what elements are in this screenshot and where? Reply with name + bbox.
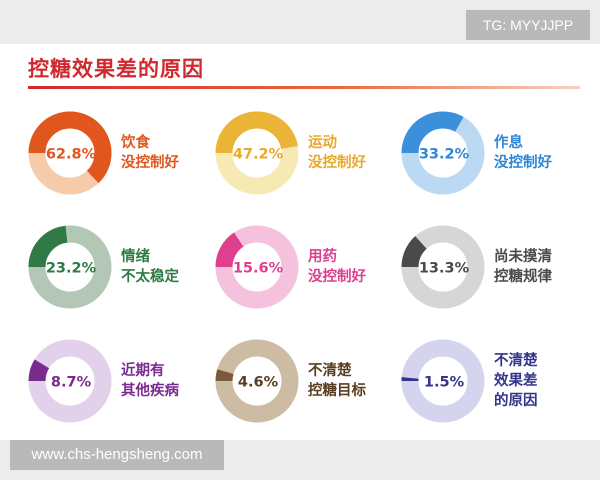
donut-2: 47.2% <box>215 111 299 195</box>
donut-value-label: 4.6% <box>238 375 279 391</box>
donut-segment-13-3- <box>401 225 485 309</box>
reason-label-line: 不太稳定 <box>121 269 179 285</box>
reason-label-line: 情绪 <box>121 249 150 265</box>
donut-segment-33-2- <box>401 111 485 195</box>
donut-segment-15-6- <box>215 225 299 309</box>
donut-value-label: 1.5% <box>424 375 465 391</box>
donut-value-label: 62.8% <box>46 147 97 163</box>
donut-value-label: 8.7% <box>51 375 92 391</box>
reason-label-line: 没控制好 <box>308 269 366 285</box>
donut-8: 4.6% <box>215 339 299 423</box>
title-underline <box>28 86 580 89</box>
donut-value-label: 23.2% <box>46 261 97 277</box>
reason-label-line: 饮食 <box>121 135 150 151</box>
reason-label-line: 尚未摸清 <box>494 249 552 265</box>
donut-7: 8.7% <box>28 339 112 423</box>
reason-label-line: 控糖规律 <box>494 269 552 285</box>
reason-label-line: 运动 <box>308 135 337 151</box>
reason-label-line: 不清楚 <box>308 363 352 379</box>
donut-segment-1-5- <box>401 339 485 423</box>
reason-label-line: 没控制好 <box>121 155 179 171</box>
donut-9: 1.5% <box>401 339 485 423</box>
donut-3: 33.2% <box>401 111 485 195</box>
reason-label-9: 不清楚 效果差 的原因 <box>494 351 538 411</box>
reason-label-line: 没控制好 <box>308 155 366 171</box>
reason-label-line: 效果差 <box>494 373 538 389</box>
reason-label-line: 没控制好 <box>494 155 552 171</box>
donut-6: 13.3% <box>401 225 485 309</box>
reason-label-line: 不清楚 <box>494 353 538 369</box>
donut-value-label: 15.6% <box>233 261 284 277</box>
reason-label-7: 近期有 其他疾病 <box>121 361 179 401</box>
donut-value-label: 33.2% <box>419 147 470 163</box>
donut-1: 62.8% <box>28 111 112 195</box>
reason-label-line: 近期有 <box>121 363 165 379</box>
reason-label-line: 作息 <box>494 135 523 151</box>
watermark-badge: TG: MYYJJPP <box>466 10 590 40</box>
reason-label-line: 的原因 <box>494 393 538 409</box>
donut-5: 15.6% <box>215 225 299 309</box>
donut-segment-8-7- <box>28 339 112 423</box>
donut-value-label: 13.3% <box>419 261 470 277</box>
reason-label-line: 用药 <box>308 249 337 265</box>
reason-label-line: 控糖目标 <box>308 383 366 399</box>
chart-title: 控糖效果差的原因 <box>28 57 204 81</box>
reason-label-line: 其他疾病 <box>121 383 179 399</box>
donut-value-label: 47.2% <box>233 147 284 163</box>
donut-segment-47-2- <box>215 111 299 195</box>
donut-4: 23.2% <box>28 225 112 309</box>
reason-label-5: 用药 没控制好 <box>308 247 366 287</box>
reason-label-3: 作息 没控制好 <box>494 133 552 173</box>
donut-segment-4-6- <box>215 339 299 423</box>
reason-label-1: 饮食 没控制好 <box>121 133 179 173</box>
source-url-badge: www.chs-hengsheng.com <box>10 440 224 470</box>
reason-label-2: 运动 没控制好 <box>308 133 366 173</box>
reason-label-8: 不清楚 控糖目标 <box>308 361 366 401</box>
donut-segment-23-2- <box>28 225 112 309</box>
donut-segment-62-8- <box>28 111 112 195</box>
reason-label-4: 情绪 不太稳定 <box>121 247 179 287</box>
reason-label-6: 尚未摸清 控糖规律 <box>494 247 552 287</box>
